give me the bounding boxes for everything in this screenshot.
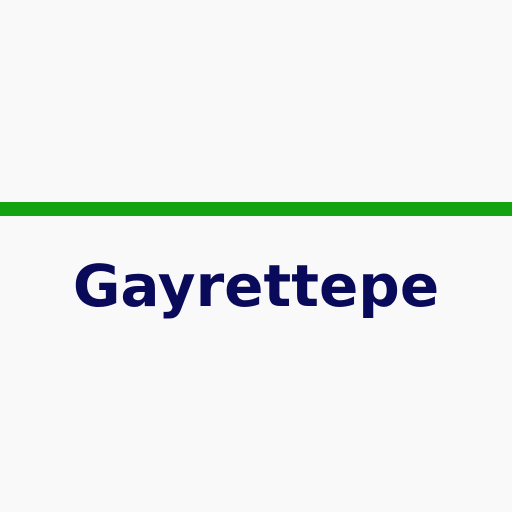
- metro-line-stripe: [0, 202, 512, 216]
- station-name: Gayrettepe: [72, 252, 440, 320]
